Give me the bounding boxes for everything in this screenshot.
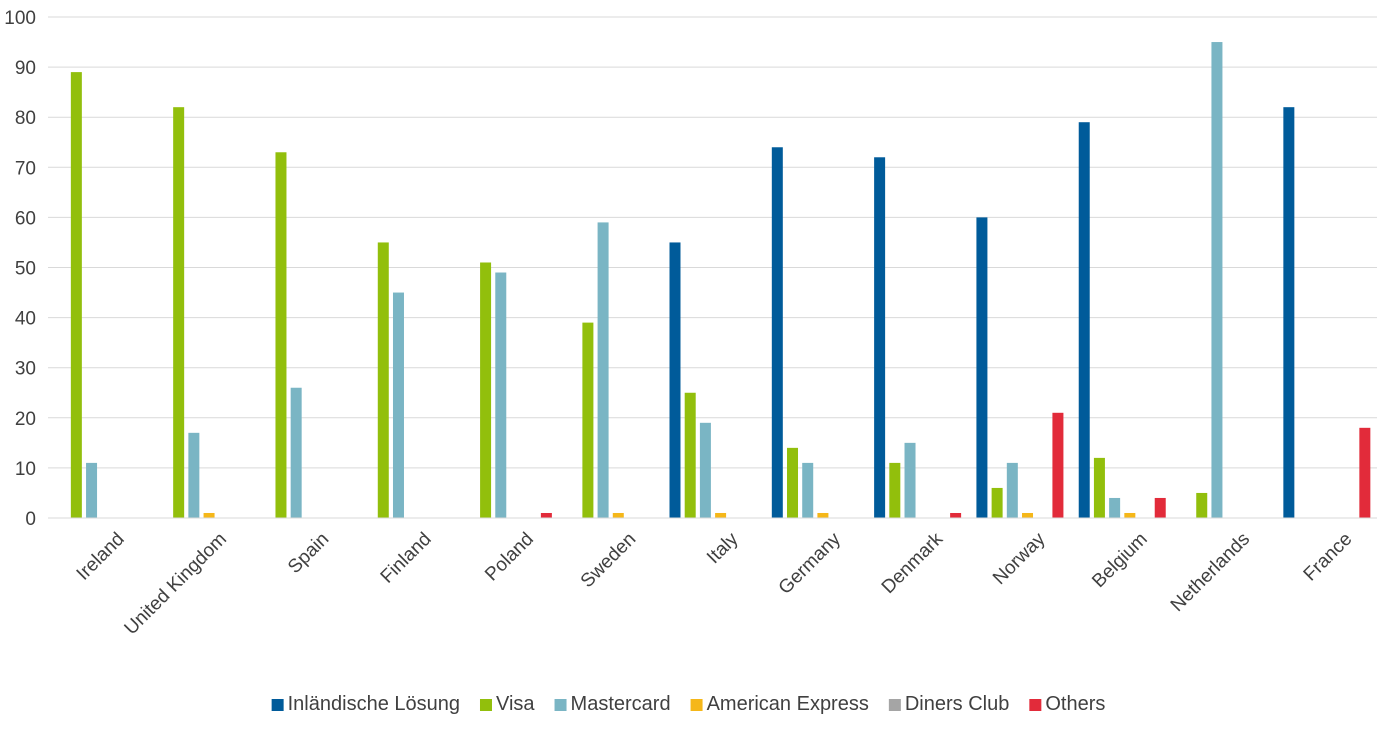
y-tick-label: 0: [25, 509, 36, 530]
bar-mastercard-italy: [699, 422, 711, 518]
x-tick-label: Norway: [989, 528, 1050, 589]
bar-visa-belgium: [1093, 457, 1105, 518]
bar-inl-ndische-l-sung-germany: [771, 147, 783, 518]
bar-american-express-sweden: [612, 512, 624, 518]
x-tick-label: Italy: [703, 528, 743, 568]
legend-label: Inländische Lösung: [288, 693, 460, 715]
bars: [70, 42, 1371, 519]
y-tick-label: 100: [4, 8, 36, 29]
bar-visa-poland: [480, 262, 492, 518]
legend-item: Inländische Lösung: [271, 693, 460, 715]
y-tick-label: 90: [15, 58, 36, 79]
y-axis-ticks: 0 10 20 30 40 50 60 70 80 90 100: [4, 8, 36, 530]
legend-label: American Express: [707, 693, 869, 715]
grid-lines: [48, 16, 1377, 469]
legend-label: Visa: [496, 693, 535, 715]
legend-swatch: [479, 699, 492, 711]
bar-visa-united-kingdom: [173, 107, 185, 519]
x-tick-label: Spain: [284, 529, 333, 578]
legend-swatch: [271, 699, 284, 711]
y-tick-label: 40: [15, 309, 36, 330]
legend-label: Mastercard: [571, 693, 671, 715]
legend: Inländische Lösung Visa Mastercard American…: [271, 693, 1105, 715]
legend-item: Diners Club: [888, 693, 1009, 715]
bar-mastercard-ireland: [86, 462, 98, 518]
bar-inl-ndische-l-sung-denmark: [874, 157, 886, 518]
bar-mastercard-spain: [290, 387, 302, 518]
bar-inl-ndische-l-sung-belgium: [1078, 122, 1090, 519]
bar-mastercard-finland: [392, 292, 404, 518]
legend-swatch: [1029, 699, 1042, 711]
bar-american-express-norway: [1022, 512, 1034, 518]
legend-item: Mastercard: [554, 693, 671, 715]
bar-others-france: [1359, 427, 1371, 518]
bar-visa-ireland: [70, 72, 82, 519]
bar-visa-sweden: [582, 322, 594, 518]
y-tick-label: 70: [15, 158, 36, 179]
y-tick-label: 50: [15, 259, 36, 280]
bar-others-belgium: [1154, 497, 1166, 518]
legend-item: Visa: [479, 693, 535, 715]
bar-others-poland: [540, 512, 552, 518]
bar-others-norway: [1052, 412, 1064, 518]
x-tick-label: United Kingdom: [121, 529, 231, 639]
bar-inl-ndische-l-sung-italy: [669, 242, 681, 518]
x-tick-label: Netherlands: [1167, 529, 1254, 616]
bar-visa-finland: [377, 242, 389, 518]
legend-swatch: [888, 699, 901, 711]
x-tick-label: Denmark: [878, 528, 948, 598]
x-tick-label: Sweden: [577, 529, 640, 592]
legend-label: Others: [1045, 693, 1105, 715]
x-tick-label: Belgium: [1088, 529, 1151, 592]
legend-item: Others: [1029, 693, 1105, 715]
legend-label: Diners Club: [905, 693, 1009, 715]
legend-swatch: [690, 699, 703, 711]
bar-visa-spain: [275, 152, 287, 518]
x-tick-label: Ireland: [73, 529, 129, 585]
bar-mastercard-poland: [495, 272, 507, 518]
y-tick-label: 80: [15, 108, 36, 129]
bar-american-express-belgium: [1124, 512, 1136, 518]
bar-mastercard-netherlands: [1211, 42, 1223, 519]
bar-others-denmark: [950, 512, 962, 518]
bar-visa-denmark: [889, 462, 901, 518]
legend-item: American Express: [690, 693, 869, 715]
legend-swatch: [554, 699, 567, 711]
bar-mastercard-united-kingdom: [188, 432, 200, 518]
bar-mastercard-sweden: [597, 222, 609, 518]
bar-american-express-united-kingdom: [203, 512, 215, 518]
y-tick-label: 20: [15, 409, 36, 430]
bar-visa-germany: [787, 447, 799, 518]
x-tick-label: Finland: [377, 529, 436, 588]
bar-visa-netherlands: [1196, 492, 1208, 518]
bar-mastercard-denmark: [904, 442, 916, 518]
bar-visa-norway: [991, 487, 1003, 518]
bar-inl-ndische-l-sung-norway: [976, 217, 988, 518]
x-tick-label: France: [1300, 529, 1357, 586]
bar-mastercard-belgium: [1109, 497, 1121, 518]
x-tick-label: Poland: [481, 529, 538, 586]
bar-inl-ndische-l-sung-france: [1283, 107, 1295, 519]
y-tick-label: 60: [15, 208, 36, 229]
bar-american-express-germany: [817, 512, 829, 518]
x-tick-label: Germany: [775, 528, 845, 598]
bar-visa-italy: [684, 392, 696, 518]
y-tick-label: 30: [15, 359, 36, 380]
y-tick-label: 10: [15, 459, 36, 480]
bar-mastercard-germany: [802, 462, 814, 518]
bar-mastercard-norway: [1006, 462, 1018, 518]
bar-american-express-italy: [715, 512, 727, 518]
